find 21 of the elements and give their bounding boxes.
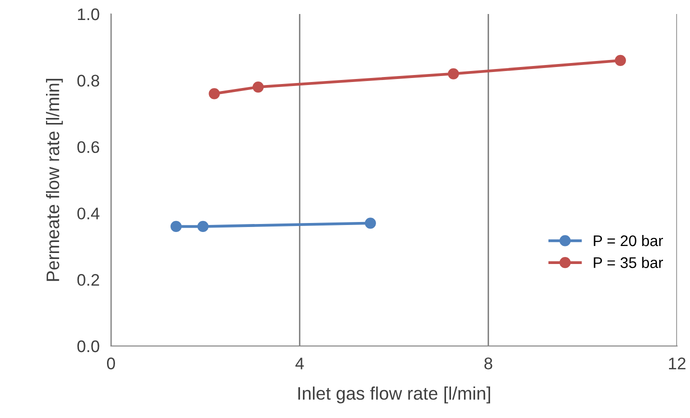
legend-label: P = 35 bar	[594, 256, 663, 268]
y-tick-label: 0.8	[77, 74, 100, 87]
point	[252, 81, 264, 93]
y-tick-label: 0.2	[77, 274, 100, 286]
x-tick-label: 0	[107, 358, 115, 370]
x-axis-title: Inlet gas flow rate [l/min]	[298, 386, 490, 404]
y-axis-title: Permeate flow rate [l/min]	[46, 78, 63, 281]
point	[208, 88, 220, 100]
x-tick-label: 4	[295, 358, 304, 370]
x-tick-label: 8	[484, 358, 492, 370]
point	[364, 218, 376, 229]
x-tick-label: 12	[669, 358, 686, 370]
point	[170, 220, 182, 232]
y-tick-label: 1.0	[78, 8, 100, 20]
point	[614, 54, 626, 66]
legend-label: P = 20 bar	[594, 234, 663, 246]
y-tick-label: 0.6	[77, 141, 100, 154]
point	[197, 220, 209, 232]
y-tick-label: 0.4	[77, 208, 100, 220]
point	[448, 68, 459, 80]
y-tick-label: 0.0	[77, 340, 100, 352]
